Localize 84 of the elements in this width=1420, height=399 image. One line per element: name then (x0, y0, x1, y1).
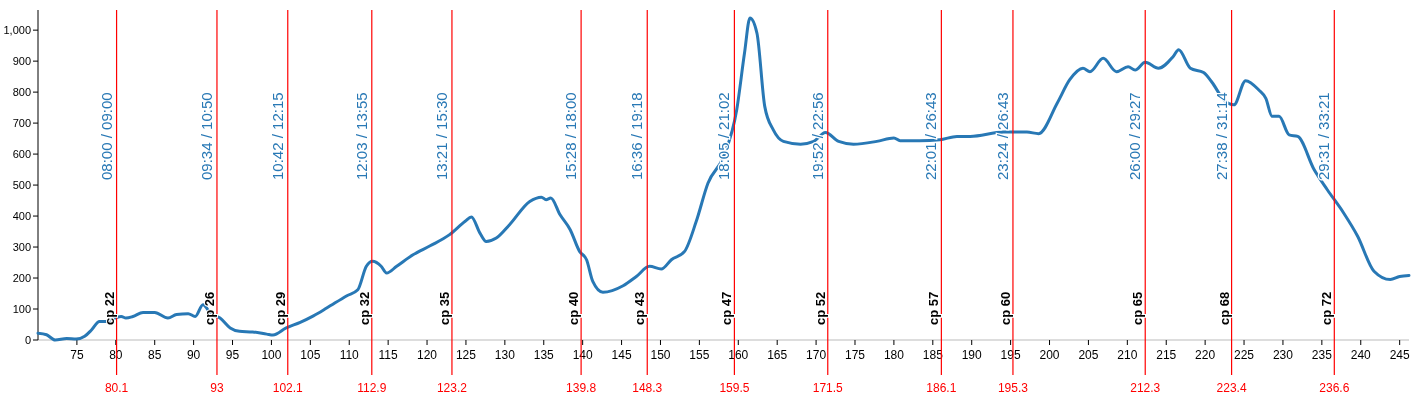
x-tick-label: 150 (650, 348, 671, 362)
annotation: cp 52 (812, 291, 828, 325)
x-tick-label: 130 (494, 348, 516, 362)
x-tick-label: 180 (883, 348, 905, 362)
x-tick-label: 125 (455, 348, 477, 362)
annotation: cp 26 (201, 291, 217, 325)
x-tick-label: 175 (844, 348, 866, 362)
ref-line-label: 102.1 (272, 381, 304, 395)
annotation: 18:05 / 21:02 (715, 92, 733, 180)
x-tick-label: 155 (689, 348, 710, 362)
annotation: 23:24 / 26:43 (993, 92, 1011, 180)
annotation: cp 57 (926, 291, 942, 325)
annotation: 26:00 / 29:27 (1126, 92, 1144, 180)
ref-line-label: 195.3 (997, 381, 1029, 395)
x-tick-label: 100 (261, 348, 282, 362)
y-tick-label: 500 (12, 179, 31, 192)
x-tick-label: 165 (767, 348, 788, 362)
ref-line-label: 223.4 (1216, 381, 1247, 395)
x-tick-label: 105 (300, 348, 321, 362)
ref-line-label: 159.5 (719, 381, 750, 395)
annotation: 16:36 / 19:18 (628, 92, 646, 180)
annotation: 10:42 / 12:15 (268, 92, 286, 180)
y-tick-label: 100 (12, 303, 31, 316)
x-tick-label: 85 (148, 348, 162, 362)
annotation: 08:00 / 09:00 (97, 92, 115, 180)
annotation: 27:38 / 31:14 (1212, 92, 1230, 180)
annotation: 12:03 / 13:55 (352, 92, 370, 180)
annotation: 29:31 / 33:21 (1315, 92, 1333, 180)
line-series (36, 16, 1411, 342)
x-tick-label: 170 (806, 348, 827, 362)
x-tick-label: 220 (1195, 348, 1216, 362)
annotation: cp 43 (632, 291, 648, 325)
ref-line-label: 236.6 (1319, 381, 1350, 395)
y-tick-label: 0 (24, 334, 31, 346)
x-tick-label: 245 (1389, 348, 1410, 362)
ref-line-label: 171.5 (812, 381, 844, 395)
ref-line-label: 186.1 (926, 381, 957, 395)
y-tick-label: 300 (12, 241, 31, 254)
ref-line-label: 139.8 (566, 381, 597, 395)
x-tick-label: 135 (533, 348, 555, 362)
annotation: 19:52 / 22:56 (808, 92, 826, 180)
y-tick-label: 400 (12, 210, 31, 223)
x-tick-label: 95 (225, 348, 240, 362)
annotation: cp 32 (356, 291, 372, 325)
ref-line-label: 80.1 (104, 381, 129, 395)
annotation: cp 40 (566, 291, 582, 325)
x-tick-label: 90 (186, 348, 201, 362)
x-tick-label: 210 (1117, 348, 1138, 362)
x-tick-label: 75 (70, 348, 84, 362)
ref-line-label: 112.9 (357, 381, 387, 395)
annotation: cp 47 (719, 291, 735, 325)
annotation: 22:01 / 26:43 (922, 92, 940, 180)
y-tick-label: 800 (12, 86, 31, 99)
annotation: cp 29 (272, 291, 288, 325)
ref-line-label: 123.2 (436, 381, 468, 395)
x-tick-label: 190 (961, 348, 983, 362)
x-tick-label: 120 (417, 348, 438, 362)
annotation: cp 35 (436, 291, 452, 325)
x-tick-label: 240 (1350, 348, 1372, 362)
x-tick-label: 115 (378, 348, 399, 362)
annotation: 15:28 / 18:00 (562, 92, 580, 180)
annotation: cp 60 (997, 291, 1013, 325)
x-tick-label: 205 (1078, 348, 1099, 362)
y-tick-label: 700 (12, 117, 31, 130)
x-tick-label: 225 (1234, 348, 1255, 362)
x-tick-label: 200 (1039, 348, 1060, 362)
y-tick-label: 200 (12, 272, 31, 285)
x-tick-label: 110 (339, 348, 360, 362)
x-tick-label: 215 (1156, 348, 1177, 362)
y-tick-label: 900 (12, 55, 31, 68)
ref-line-label: 93 (210, 381, 224, 395)
x-tick-label: 145 (611, 348, 632, 362)
annotation: cp 68 (1216, 291, 1232, 325)
ref-line-label: 148.3 (632, 381, 663, 395)
annotation: 13:21 / 15:30 (432, 92, 450, 180)
x-tick-label: 235 (1311, 348, 1333, 362)
annotation: cp 65 (1130, 291, 1146, 325)
y-tick-label: 1,000 (3, 24, 31, 37)
annotation: 09:34 / 10:50 (197, 92, 215, 180)
annotation: cp 72 (1319, 291, 1335, 325)
ref-line-label: 212.3 (1130, 381, 1161, 395)
y-tick-label: 600 (12, 148, 31, 161)
x-tick-label: 230 (1272, 348, 1294, 362)
annotation: cp 22 (101, 291, 117, 325)
